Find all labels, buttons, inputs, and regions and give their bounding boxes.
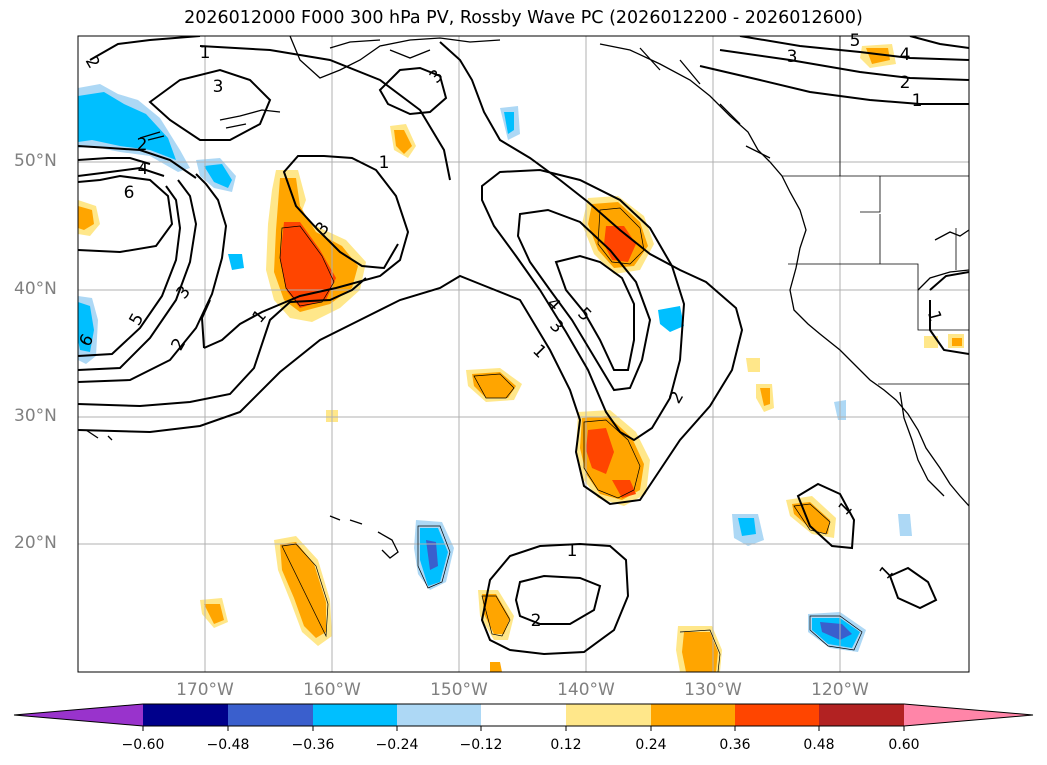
contour-label: 1 [200, 43, 211, 63]
colorbar-segment [397, 704, 482, 726]
colorbar-segment [143, 704, 229, 726]
colorbar-tick-label: 0.36 [719, 737, 751, 753]
colorbar-under-arrow [14, 704, 144, 726]
contour-label: 3 [213, 77, 224, 97]
longitude-label: 120°W [811, 680, 869, 700]
coastlines [85, 36, 969, 559]
colorbar-tick-label: 0.24 [635, 737, 667, 753]
political-borders [782, 36, 969, 385]
longitude-label: 130°W [684, 680, 742, 700]
longitude-label: 160°W [303, 680, 361, 700]
contour-label: 3 [787, 47, 798, 67]
colorbar [13, 703, 1034, 731]
longitude-label: 170°W [176, 680, 234, 700]
colorbar-tick-label: 0.60 [888, 737, 920, 753]
colorbar-tick-label: −0.60 [121, 737, 165, 753]
colorbar-segment [313, 704, 398, 726]
contour-label: 4 [138, 159, 149, 179]
colorbar-over-arrow [904, 704, 1033, 726]
longitude-label: 140°W [557, 680, 615, 700]
latitude-label: 20°N [14, 533, 57, 553]
colorbar-tick-label: −0.12 [459, 737, 503, 753]
colorbar-segment [819, 704, 905, 726]
contour-label: 1 [923, 308, 945, 324]
contour-label: 2 [137, 135, 148, 155]
negative-anomaly-shading [78, 84, 912, 652]
contour-label: 4 [900, 45, 911, 65]
latitude-label: 40°N [14, 279, 57, 299]
colorbar-segment [735, 704, 820, 726]
contour-label: 1 [567, 541, 578, 561]
colorbar-segment [481, 704, 567, 726]
contour-label: 2 [900, 73, 911, 93]
colorbar-segment [566, 704, 652, 726]
latitude-label: 50°N [14, 151, 57, 171]
contour-label: 6 [124, 183, 135, 203]
contour-label: 5 [850, 31, 861, 51]
contour-label: 2 [531, 611, 542, 631]
latitude-label: 30°N [14, 406, 57, 426]
colorbar-tick-label: −0.24 [375, 737, 419, 753]
colorbar-tick-label: 0.48 [803, 737, 835, 753]
map-frame [77, 35, 970, 673]
pv-contours [78, 36, 969, 656]
colorbar-segment [228, 704, 314, 726]
colorbar-segment [651, 704, 736, 726]
map-title: 2026012000 F000 300 hPa PV, Rossby Wave … [184, 8, 863, 28]
longitude-label: 150°W [430, 680, 488, 700]
colorbar-tick-label: −0.48 [206, 737, 250, 753]
colorbar-tick-label: −0.36 [291, 737, 335, 753]
colorbar-tick-label: 0.12 [550, 737, 582, 753]
contour-label: 1 [912, 91, 923, 111]
contour-label: 1 [379, 153, 390, 173]
anomaly-outlines [279, 207, 863, 672]
